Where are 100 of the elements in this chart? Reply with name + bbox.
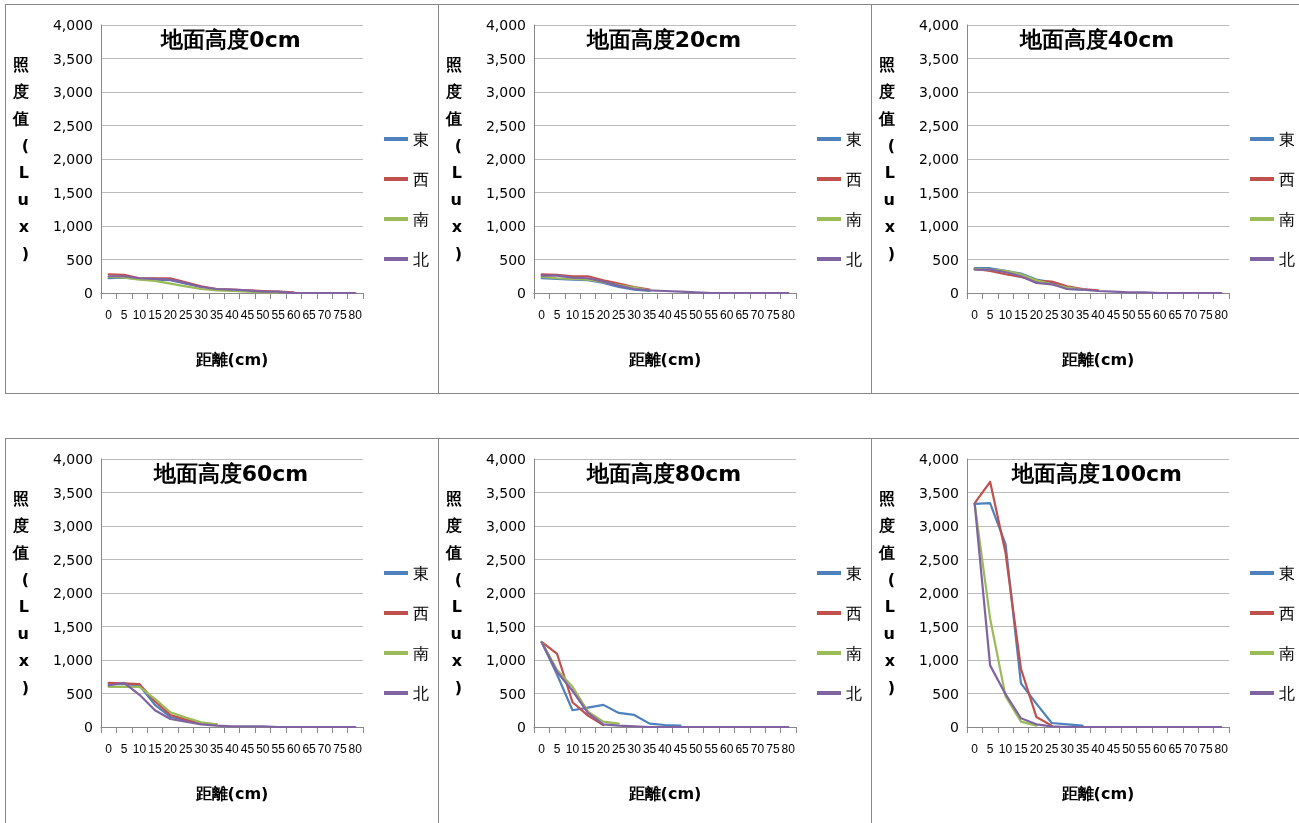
legend-label: 西 (413, 603, 429, 623)
y-axis-title: 照度值(Lux) (445, 55, 463, 263)
y-tick-label: 4,000 (918, 17, 959, 33)
x-tick-label: 65 (302, 742, 317, 756)
legend-label: 北 (413, 683, 429, 703)
x-tick-label: 65 (302, 308, 317, 322)
legend-label: 南 (1279, 209, 1295, 229)
x-tick-label: 25 (179, 742, 193, 756)
x-tick-label: 60 (286, 742, 301, 756)
y-axis-title: 照度值(Lux) (12, 55, 30, 263)
y-tick-label: 3,000 (485, 84, 526, 100)
x-tick-label: 15 (1014, 742, 1028, 756)
y-tick-label: 0 (950, 719, 959, 735)
y-tick-label: 1,000 (52, 652, 93, 668)
x-tick-label: 70 (1183, 308, 1198, 322)
x-tick-label: 70 (1183, 742, 1198, 756)
x-tick-label: 50 (689, 308, 703, 322)
y-tick-label: 3,000 (918, 518, 959, 534)
x-tick-label: 15 (148, 308, 162, 322)
x-tick-label: 50 (1122, 308, 1136, 322)
x-tick-label: 70 (317, 742, 332, 756)
y-tick-label: 2,000 (52, 585, 93, 601)
y-tick-label: 4,000 (52, 451, 93, 467)
legend-label: 西 (846, 169, 862, 189)
y-tick-label: 500 (66, 251, 93, 268)
y-tick-label: 2,000 (485, 151, 526, 167)
x-tick-label: 45 (1106, 742, 1121, 756)
x-tick-label: 35 (1075, 742, 1090, 756)
x-tick-label: 5 (986, 742, 994, 756)
y-tick-label: 0 (517, 285, 526, 301)
x-tick-label: 10 (998, 742, 1013, 756)
x-tick-label: 15 (581, 308, 595, 322)
x-tick-label: 20 (1029, 742, 1044, 756)
y-tick-label: 2,000 (52, 151, 93, 167)
y-tick-label: 1,000 (918, 652, 959, 668)
x-tick-label: 30 (627, 308, 642, 322)
y-tick-label: 1,500 (485, 618, 526, 635)
x-tick-label: 10 (132, 308, 147, 322)
x-tick-label: 80 (1214, 308, 1229, 322)
y-tick-label: 500 (499, 685, 526, 702)
x-tick-label: 70 (317, 308, 332, 322)
y-tick-label: 3,000 (52, 84, 93, 100)
y-tick-label: 3,500 (52, 484, 93, 501)
y-axis-title: 照度值(Lux) (878, 55, 896, 263)
x-tick-label: 15 (581, 742, 595, 756)
x-tick-label: 5 (986, 308, 994, 322)
legend-label: 南 (413, 209, 429, 229)
line-series (540, 640, 605, 727)
legend-label: 南 (1279, 643, 1295, 663)
y-axis-title: 照度值(Lux) (878, 489, 896, 697)
x-tick-label: 10 (565, 742, 580, 756)
y-tick-label: 3,500 (918, 50, 959, 67)
x-tick-label: 0 (538, 742, 546, 756)
x-tick-label: 40 (1091, 742, 1105, 756)
y-tick-label: 500 (499, 251, 526, 268)
y-tick-label: 2,000 (485, 585, 526, 601)
x-tick-label: 30 (627, 742, 642, 756)
x-tick-label: 25 (612, 742, 626, 756)
x-tick-label: 30 (194, 308, 209, 322)
line-series (540, 641, 790, 729)
x-tick-label: 60 (719, 742, 734, 756)
y-tick-label: 3,000 (918, 84, 959, 100)
x-tick-label: 40 (658, 742, 672, 756)
x-tick-label: 50 (256, 308, 270, 322)
y-axis-title: 照度值(Lux) (445, 489, 463, 697)
legend-label: 北 (846, 249, 862, 269)
x-tick-label: 0 (538, 308, 546, 322)
y-tick-label: 1,500 (918, 184, 959, 201)
y-tick-label: 0 (84, 285, 93, 301)
legend-label: 北 (1279, 683, 1295, 703)
y-tick-label: 500 (932, 685, 959, 702)
x-tick-label: 10 (565, 308, 580, 322)
legend-label: 西 (1279, 169, 1295, 189)
legend-label: 北 (846, 683, 862, 703)
chart-title: 地面高度80cm (585, 460, 742, 486)
y-tick-label: 1,000 (485, 218, 526, 234)
x-tick-label: 0 (971, 742, 979, 756)
x-tick-label: 50 (689, 742, 703, 756)
x-tick-label: 75 (333, 742, 347, 756)
legend-label: 西 (846, 603, 862, 623)
y-tick-label: 1,000 (485, 652, 526, 668)
legend-label: 東 (413, 563, 429, 583)
x-tick-label: 5 (553, 742, 561, 756)
x-tick-label: 55 (704, 308, 719, 322)
x-tick-label: 20 (163, 742, 178, 756)
x-tick-label: 40 (1091, 308, 1105, 322)
y-tick-label: 500 (66, 685, 93, 702)
x-axis-title: 距離(cm) (194, 783, 269, 803)
line-series (540, 640, 620, 725)
x-tick-label: 25 (1045, 742, 1059, 756)
x-tick-label: 75 (766, 742, 780, 756)
x-tick-label: 45 (1106, 308, 1121, 322)
y-tick-label: 3,500 (485, 484, 526, 501)
x-tick-label: 0 (105, 742, 113, 756)
x-tick-label: 10 (132, 742, 147, 756)
chart-title: 地面高度60cm (152, 460, 309, 486)
x-tick-label: 5 (120, 742, 128, 756)
x-tick-label: 55 (1137, 308, 1152, 322)
x-tick-label: 30 (194, 742, 209, 756)
line-series (107, 275, 357, 295)
